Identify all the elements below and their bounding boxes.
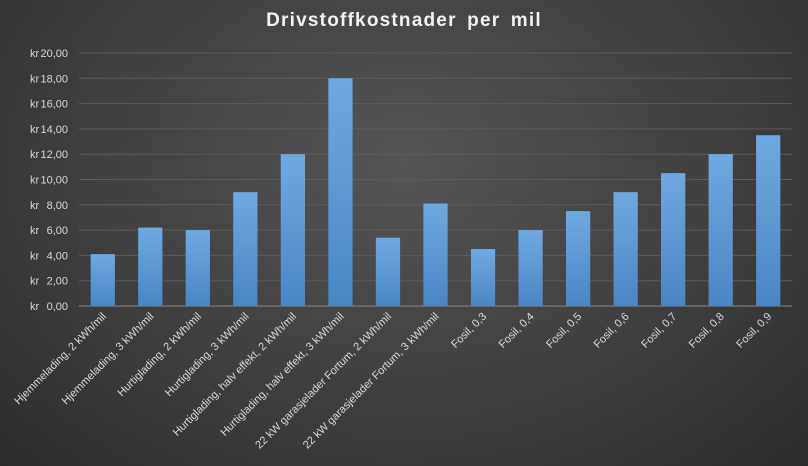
- x-category-label: Hurtiglading, 2 kWh/mil: [116, 311, 204, 399]
- chart-title: Drivstoffkostnader per mil: [266, 10, 542, 31]
- x-category-label: Fosil, 0,5: [544, 311, 584, 351]
- bar: [613, 192, 638, 306]
- y-tick-label-currency: kr: [30, 124, 40, 136]
- x-category-label: Hjemmelading, 2 kWh/mil: [12, 311, 109, 408]
- y-tick-label: 8,00: [47, 200, 68, 212]
- y-tick-label-currency: kr: [30, 175, 40, 187]
- bar: [138, 227, 163, 306]
- y-tick-label-currency: kr: [30, 99, 40, 111]
- bar: [661, 173, 686, 306]
- x-category-label: Fosil, 0,9: [734, 311, 774, 351]
- bar: [185, 230, 210, 306]
- bar: [708, 154, 733, 306]
- bar: [233, 192, 258, 306]
- x-category-label: Fosil, 0,6: [592, 311, 632, 351]
- bar: [423, 203, 448, 306]
- x-category-label: Hurtiglading, 3 kWh/mil: [163, 311, 251, 399]
- bar: [328, 78, 353, 306]
- y-tick-label: 12,00: [40, 149, 68, 161]
- bars: [90, 78, 781, 306]
- y-tick-label-currency: kr: [30, 301, 40, 313]
- bar: [756, 135, 781, 306]
- x-category-label: Fosil, 0,8: [687, 311, 727, 351]
- y-tick-label-currency: kr: [30, 73, 40, 85]
- y-tick-label: 14,00: [40, 124, 68, 136]
- y-tick-label: 10,00: [40, 175, 68, 187]
- x-category-label: Fosil, 0,4: [497, 311, 537, 351]
- x-category-label: Fosil, 0,3: [449, 311, 489, 351]
- y-tick-label: 0,00: [47, 301, 68, 313]
- y-tick-label: 18,00: [40, 73, 68, 85]
- y-tick-label-currency: kr: [30, 48, 40, 60]
- bar: [90, 254, 115, 306]
- y-tick-label-currency: kr: [30, 250, 40, 262]
- y-tick-label-currency: kr: [30, 200, 40, 212]
- bar: [518, 230, 543, 306]
- bar: [280, 154, 306, 306]
- y-tick-label: 16,00: [40, 99, 68, 111]
- y-tick-label: 6,00: [47, 225, 68, 237]
- y-tick-label: 2,00: [47, 276, 68, 288]
- x-category-label: Fosil, 0,7: [639, 311, 679, 351]
- y-tick-label-currency: kr: [30, 225, 40, 237]
- y-tick-label: 4,00: [47, 250, 68, 262]
- y-tick-label-currency: kr: [30, 149, 40, 161]
- bar: [375, 237, 401, 306]
- y-tick-label-currency: kr: [30, 276, 40, 288]
- bar: [565, 211, 591, 306]
- bar: [470, 249, 496, 306]
- x-category-label: Hjemmelading, 3 kWh/mil: [60, 311, 157, 408]
- y-tick-label: 20,00: [40, 48, 68, 60]
